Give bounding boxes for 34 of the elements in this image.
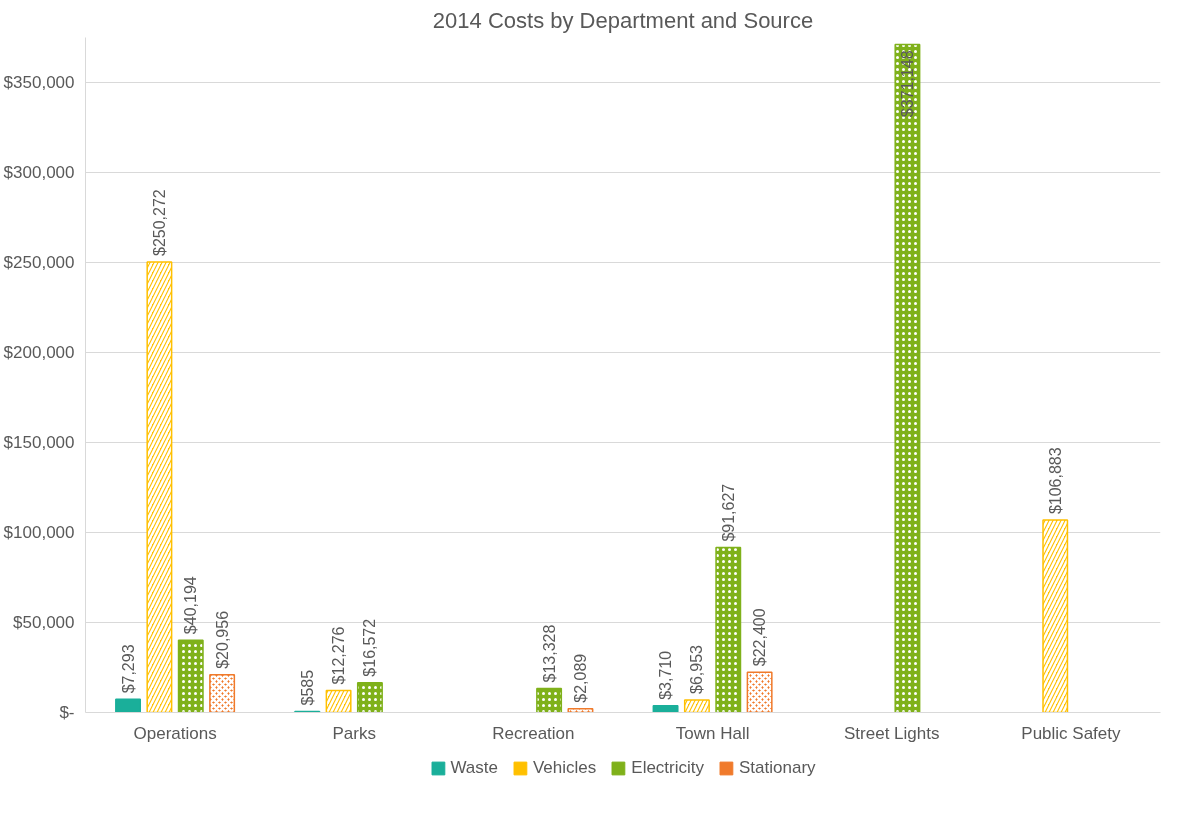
data-label: $6,953 [688, 644, 706, 694]
data-label: $7,293 [119, 644, 137, 694]
y-tick-label: $150,000 [3, 433, 75, 452]
data-label: $106,883 [1046, 447, 1064, 515]
x-tick-label: Public Safety [1021, 723, 1122, 743]
legend-label: Electricity [631, 757, 705, 778]
data-label: $250,272 [150, 189, 168, 257]
x-tick-label: Operations [133, 723, 217, 743]
data-label: $20,956 [213, 610, 231, 669]
x-tick-label: Recreation [492, 723, 575, 743]
legend-label: Vehicles [532, 757, 597, 778]
data-label: $13,328 [540, 624, 558, 683]
x-tick-label: Town Hall [675, 723, 750, 743]
y-tick-label: $- [59, 703, 75, 722]
data-label: $22,400 [751, 608, 769, 667]
y-tick-label: $50,000 [13, 613, 75, 632]
x-tick-label: Street Lights [844, 723, 940, 743]
y-tick-label: $250,000 [3, 253, 75, 272]
y-tick-label: $350,000 [3, 73, 75, 92]
legend-label: Stationary [739, 757, 816, 778]
data-label: $3,710 [657, 650, 675, 700]
data-label: $40,194 [182, 576, 200, 635]
chart-title: 2014 Costs by Department and Source [432, 7, 814, 33]
data-label: $585 [298, 669, 316, 706]
y-tick-label: $200,000 [3, 343, 75, 362]
data-label: $16,572 [361, 618, 379, 677]
data-label: $371,148 [898, 50, 916, 118]
legend-label: Waste [450, 757, 498, 778]
x-tick-label: Parks [332, 723, 376, 743]
data-label: $12,276 [330, 626, 348, 685]
y-tick-label: $100,000 [3, 523, 75, 542]
y-tick-label: $300,000 [3, 163, 75, 182]
data-label: $91,627 [719, 483, 737, 542]
data-label: $2,089 [571, 653, 589, 703]
